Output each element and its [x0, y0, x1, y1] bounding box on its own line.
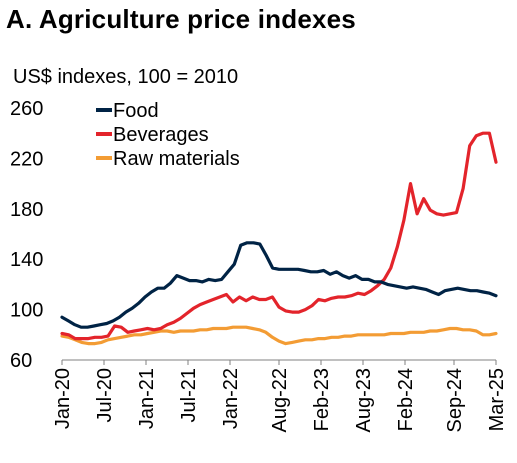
series-layer — [60, 131, 498, 346]
axis-layer: 60 100 140 180 220 260 Jan-20 Jul-20 Jan-21 Jul-2… — [10, 98, 508, 433]
y-tick-label: 260 — [10, 98, 43, 120]
x-tick-label: Jan-22 — [220, 368, 242, 429]
x-tick: Jan-20 — [52, 360, 74, 429]
y-tick-label: 60 — [10, 350, 32, 372]
series-line-beverages — [60, 131, 498, 341]
legend-item-beverages: Beverages — [96, 124, 209, 146]
x-tick: Aug-23 — [353, 360, 375, 433]
x-tick-label: Jul-21 — [178, 368, 200, 422]
series-line-food — [60, 241, 498, 329]
x-tick-label: Aug-22 — [269, 368, 291, 433]
y-tick: 220 — [10, 148, 43, 170]
legend-label-beverages: Beverages — [113, 124, 209, 146]
y-tick: 140 — [10, 249, 43, 271]
legend-label-raw-materials: Raw materials — [113, 148, 240, 170]
x-tick-label: Jul-20 — [94, 368, 116, 422]
y-tick: 60 — [10, 350, 32, 372]
legend-label-food: Food — [113, 100, 159, 122]
x-tick: Feb-23 — [311, 360, 333, 431]
x-tick-label: Jan-21 — [136, 368, 158, 429]
chart-title: A. Agriculture price indexes — [6, 4, 356, 34]
legend-item-raw-materials: Raw materials — [96, 148, 240, 170]
x-tick: Jul-21 — [178, 360, 200, 422]
x-tick: Jan-22 — [220, 360, 242, 429]
x-tick-label: Mar-25 — [486, 368, 508, 431]
x-tick-label: Sep-24 — [444, 368, 466, 433]
x-tick: Mar-25 — [486, 360, 508, 431]
legend-item-food: Food — [96, 100, 159, 122]
y-tick-label: 180 — [10, 199, 43, 221]
series-line-raw-materials — [60, 325, 498, 346]
y-tick: 100 — [10, 300, 43, 322]
x-tick: Aug-22 — [269, 360, 291, 433]
y-tick-label: 140 — [10, 249, 43, 271]
x-tick: Jul-20 — [94, 360, 116, 422]
y-tick-label: 100 — [10, 300, 43, 322]
y-axis-unit-label: US$ indexes, 100 = 2010 — [13, 66, 239, 88]
x-tick: Sep-24 — [444, 360, 466, 433]
x-tick-label: Aug-23 — [353, 368, 375, 433]
y-tick: 180 — [10, 199, 43, 221]
x-tick-label: Feb-24 — [395, 368, 417, 431]
y-tick: 260 — [10, 98, 43, 120]
x-tick-label: Jan-20 — [52, 368, 74, 429]
x-tick: Jan-21 — [136, 360, 158, 429]
x-tick: Feb-24 — [395, 360, 417, 431]
y-tick-label: 220 — [10, 148, 43, 170]
x-tick-label: Feb-23 — [311, 368, 333, 431]
